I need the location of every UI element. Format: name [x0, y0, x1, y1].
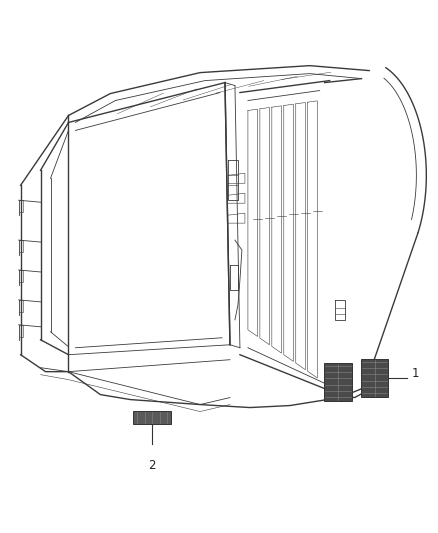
Polygon shape [324, 362, 352, 401]
Polygon shape [360, 359, 389, 397]
Text: 1: 1 [411, 367, 419, 380]
Text: 2: 2 [148, 459, 156, 472]
Polygon shape [133, 411, 171, 424]
